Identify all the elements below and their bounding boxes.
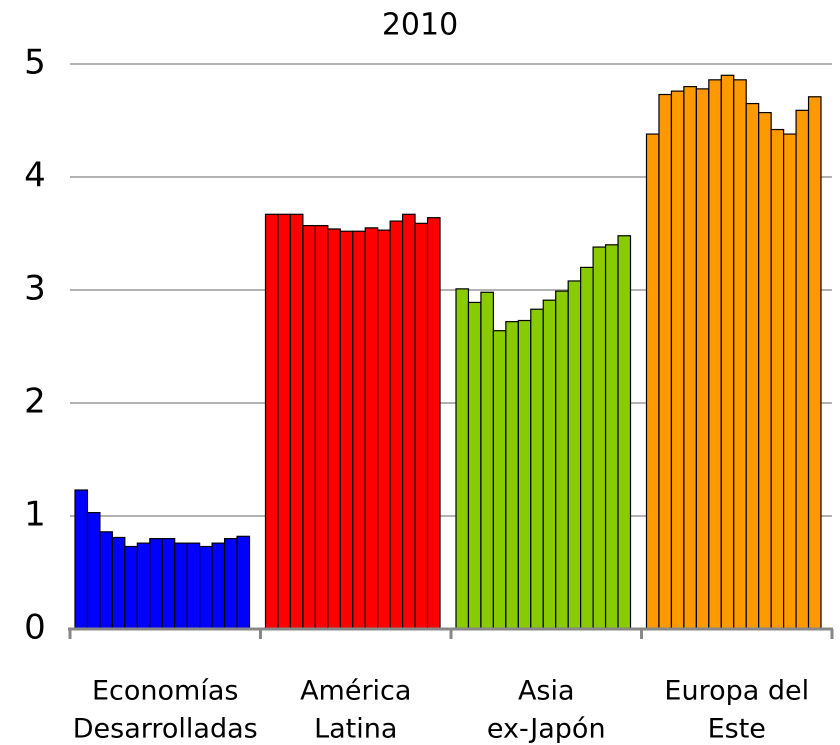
bar	[567, 280, 582, 630]
bar	[617, 235, 632, 630]
bar	[289, 213, 304, 630]
bar	[264, 213, 279, 630]
bar	[302, 224, 316, 630]
bar	[426, 217, 441, 630]
bar	[327, 228, 341, 630]
bar	[795, 109, 810, 630]
y-tick-label: 0	[24, 608, 46, 648]
bar	[758, 111, 772, 630]
bar	[161, 537, 176, 630]
bar	[352, 230, 366, 630]
bar	[277, 213, 292, 630]
x-tick-label: Latina	[314, 714, 397, 745]
bar	[604, 244, 619, 630]
bar	[517, 319, 532, 630]
x-tick-label: ex-Japón	[487, 714, 606, 745]
bar	[542, 299, 557, 630]
bar	[467, 301, 482, 630]
bar	[223, 537, 238, 630]
bar	[770, 128, 785, 630]
bar	[377, 229, 391, 630]
bar	[124, 545, 138, 630]
bar	[211, 542, 226, 630]
bar	[186, 542, 201, 630]
x-tick-label: Europa del	[664, 676, 809, 707]
bar	[783, 133, 797, 630]
bar	[389, 220, 404, 630]
x-tick-label: Desarrolladas	[73, 714, 258, 745]
bar	[580, 266, 594, 630]
bar	[505, 321, 519, 630]
x-tick-label: Asia	[518, 676, 575, 707]
bar	[492, 330, 507, 630]
bar	[455, 288, 470, 630]
bar	[364, 227, 379, 630]
bar	[530, 308, 544, 630]
y-tick-label: 3	[24, 269, 46, 309]
bar	[645, 133, 660, 630]
chart-title: 2010	[382, 8, 458, 43]
x-tick-label: América	[300, 676, 411, 707]
bar	[658, 93, 673, 630]
bar	[555, 290, 569, 630]
bar	[745, 102, 760, 630]
bar	[199, 545, 213, 630]
bar	[99, 531, 113, 630]
y-tick-label: 2	[24, 382, 46, 422]
bar	[402, 213, 416, 630]
y-tick-label: 5	[24, 43, 46, 83]
bar	[136, 542, 151, 630]
bar	[480, 291, 494, 630]
bar	[708, 79, 722, 630]
bar	[592, 246, 607, 630]
bar	[683, 85, 697, 630]
bar	[670, 90, 685, 630]
bar	[733, 79, 747, 630]
bar	[720, 74, 735, 630]
bar	[807, 96, 822, 630]
y-tick-label: 1	[24, 495, 46, 535]
x-tick-label: Este	[708, 714, 766, 745]
bar	[86, 512, 101, 630]
bar	[414, 222, 429, 630]
bar	[695, 88, 710, 630]
bar	[314, 224, 329, 630]
bar	[149, 537, 163, 630]
bar	[339, 230, 354, 630]
bar	[74, 489, 89, 630]
bar	[236, 535, 251, 630]
y-tick-label: 4	[24, 156, 46, 196]
x-tick-label: Economías	[92, 676, 238, 707]
bar	[174, 542, 188, 630]
bar	[111, 536, 126, 630]
